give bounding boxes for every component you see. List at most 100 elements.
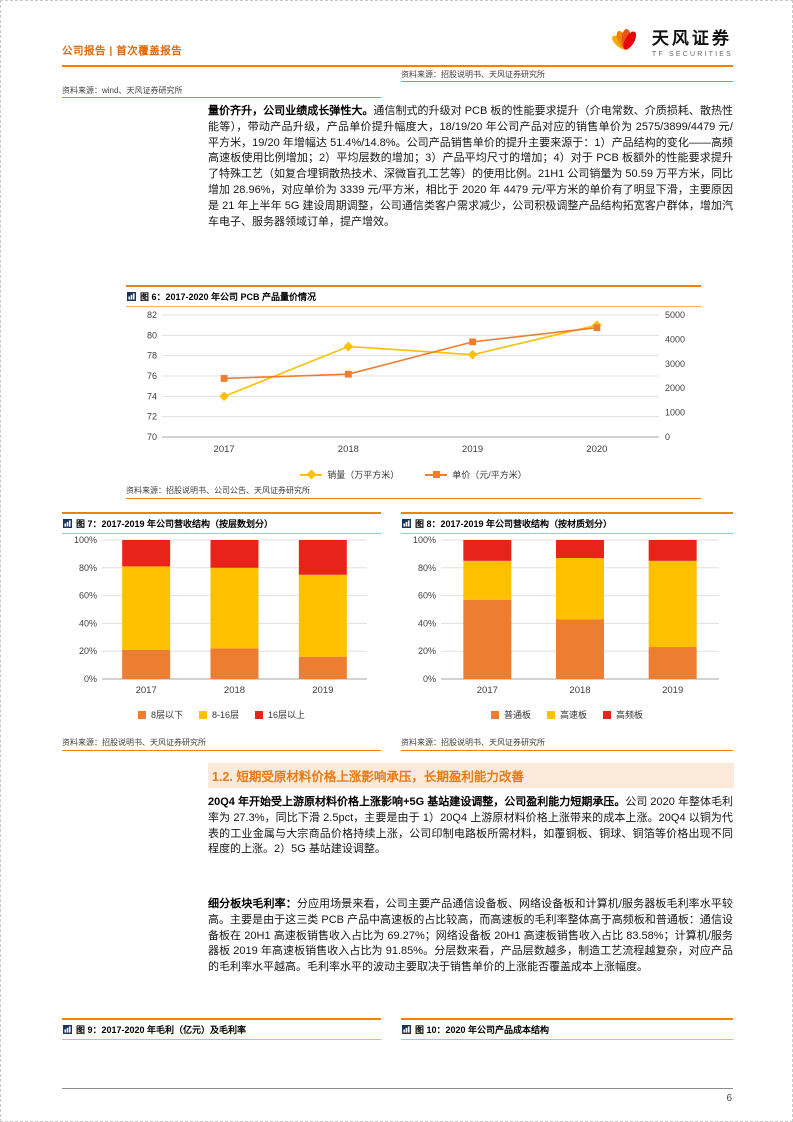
legend-marker [255,710,263,719]
chart-icon [63,519,72,528]
bar-segment [298,540,347,575]
legend-item: 16层以上 [255,708,305,721]
legend-label: 高频板 [616,710,644,720]
y-axis-tick: 80% [418,563,436,573]
stacked-bar-chart-material: 0% 20% 40% 60% 80% 100% 2017 2018 2019 [413,535,719,696]
y-axis-tick: 40% [79,618,97,628]
chart-icon [402,519,411,528]
legend-marker [425,471,448,478]
right-axis-tick: 4000 [665,334,685,344]
legend-label: 普通板 [503,710,531,720]
bar-segment [463,540,512,561]
left-axis-tick: 82 [147,310,157,320]
series-marker [344,370,352,378]
figure-top-rule [126,285,701,287]
diamond-marker-icon [306,469,317,480]
y-axis-tick: 100% [74,535,97,545]
paragraph-lead: 20Q4 年开始受上游原材料价格上涨影响+5G 基站建设调整，公司盈利能力短期承… [208,796,626,808]
header-rule [62,65,733,67]
legend-marker [490,710,499,719]
bar-segment [556,540,604,559]
figure-8: 图 8：2017-2019 年公司营收结构（按材质划分） 0% 20% 40% 60%… [401,512,733,751]
x-axis-label: 2017 [477,685,498,696]
brand-name-cn: 天风证券 [651,29,732,49]
x-axis-label: 2018 [224,685,245,696]
figure-6-title: 图 6：2017-2020 年公司 PCB 产品量价情况 [126,287,701,307]
bar-segment [298,574,347,657]
bar-segment [556,558,604,620]
legend-item: 8-16层 [198,708,239,721]
figure-bottom-rule [401,750,733,751]
legend-label: 8层以下 [150,710,183,720]
left-axis-tick: 80 [147,330,157,340]
figure-7-title: 图 7：2017-2019 年公司营收结构（按层数划分） [62,514,381,534]
figure-title-text: 图 10：2020 年公司产品成本结构 [415,1025,550,1035]
paragraph-lead: 细分板块毛利率： [208,898,297,910]
legend-item: 销量（万平方米） [300,468,399,481]
legend-item: 普通板 [490,708,531,721]
series-line [224,326,597,380]
footer-rule [62,1088,733,1089]
left-axis-tick: 72 [147,412,157,422]
series-marker [467,349,478,360]
bar-segment [463,560,512,600]
paragraph-segment-margin: 细分板块毛利率：分应用场景来看，公司主要产品通信设备板、网络设备板和计算机/服务… [208,897,733,976]
right-axis-tick: 3000 [665,359,685,369]
legend-marker [546,710,555,719]
paragraph-lead: 量价齐升，公司业绩成长弹性大。 [208,105,374,117]
bar-segment [210,540,259,568]
figure-top-rule [401,512,733,514]
bar-segment [648,560,697,648]
x-axis-label: 2018 [569,685,590,696]
figure-10: 图 10：2020 年公司产品成本结构 [401,1018,733,1040]
legend-marker [137,710,146,719]
legend-fig6: 销量（万平方米） 单价（元/平方米） [126,468,701,481]
x-axis-label: 2018 [338,444,359,455]
figure-9: 图 9：2017-2020 年毛利（亿元）及毛利率 [62,1018,381,1040]
figure-top-rule [62,1018,381,1020]
paragraph-volume-price: 量价齐升，公司业绩成长弹性大。通信制式的升级对 PCB 板的性能要求提升（介电常… [208,104,733,230]
y-axis-tick: 20% [418,646,436,656]
series-marker [343,341,354,352]
x-axis-label: 2017 [214,444,235,455]
y-axis-tick: 60% [418,591,436,601]
bar-segment [122,566,171,650]
legend-label: 单价（元/平方米） [452,470,527,480]
x-axis-label: 2017 [136,685,157,696]
bar-segment [298,656,347,679]
paragraph-body: 公司 2020 年整体毛利率为 27.3%，同比下滑 2.5pct，主要是由于 … [208,796,733,856]
bar-segment [122,649,171,679]
legend-item: 8层以下 [137,708,183,721]
y-axis-tick: 0% [84,674,97,684]
figure-title-text: 图 6：2017-2020 年公司 PCB 产品量价情况 [140,292,317,302]
legend-fig7: 8层以下 8-16层 16层以上 [62,708,381,721]
legend-label: 8-16层 [211,710,239,720]
figure-bottom-rule [126,498,701,499]
brand-name-en: TF SECURITIES [651,50,733,58]
paragraph-body: 分应用场景来看，公司主要产品通信设备板、网络设备板和计算机/服务器板毛利率水平较… [208,898,733,974]
square-marker-icon [432,471,440,478]
legend-marker [300,469,323,480]
legend-item: 单价（元/平方米） [425,468,527,481]
right-axis-tick: 5000 [665,310,685,320]
series-marker [219,391,229,402]
brand: 天风证券 TF SECURITIES [607,27,733,61]
series-marker [220,375,228,382]
bar-segment [210,648,259,679]
figure-9-title: 图 9：2017-2020 年毛利（亿元）及毛利率 [62,1020,381,1040]
paragraph-body: 通信制式的升级对 PCB 板的性能要求提升（介电常数、介质损耗、散热性能等），带… [208,105,734,228]
legend-label: 高速板 [559,710,587,720]
y-axis-tick: 100% [413,535,436,545]
x-axis-label: 2019 [462,444,483,455]
legend-marker [198,710,207,719]
bar-segment [648,540,697,561]
legend-fig8: 普通板 高速板 高频板 [401,708,733,721]
bar-segment [648,647,697,679]
series-marker [469,338,477,346]
figure-top-rule [401,1018,733,1020]
left-axis-tick: 78 [147,351,157,361]
legend-marker [603,710,611,719]
line-chart-volume-price: 70 72 74 76 78 80 82 0 1000 2000 3000 4000 5000 2017 2… [147,310,685,455]
figure-7: 图 7：2017-2019 年公司营收结构（按层数划分） 0% 20% 40% 60%… [62,512,381,751]
